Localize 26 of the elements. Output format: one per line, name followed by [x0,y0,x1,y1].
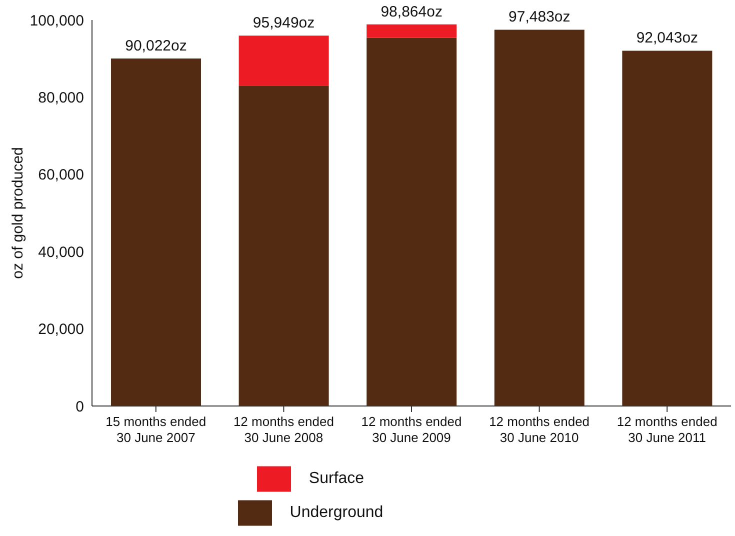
y-tick-label: 60,000 [38,166,84,184]
total-label: 97,483oz [508,8,570,26]
total-label: 95,949oz [252,14,315,32]
bar [622,50,712,406]
bar [238,86,329,406]
total-label: 92,043oz [636,30,698,47]
legend-label: Surface [308,470,364,488]
x-tick-label: 12 months ended 30 June 2011 [616,414,718,445]
x-tick-label: 12 months ended 30 June 2008 [233,414,334,445]
y-tick-label: 0 [76,398,84,416]
bar [366,38,457,406]
y-tick-label: 20,000 [38,321,84,338]
total-label: 98,864oz [380,3,442,20]
bar [238,36,329,86]
bar [494,30,584,406]
y-axis-title: oz of gold produced [9,147,26,279]
x-tick-label: 12 months ended 30 June 2010 [489,414,590,445]
bar [366,24,457,38]
y-tick-label: 100,000 [30,12,84,30]
total-label: 90,022oz [125,38,187,55]
legend-label: Underground [290,504,384,522]
bar [111,58,201,406]
y-tick-label: 80,000 [38,90,84,107]
y-tick-label: 40,000 [38,244,84,261]
x-tick-label: 15 months ended 30 June 2007 [106,414,206,445]
x-tick-label: 12 months ended 30 June 2009 [361,414,462,445]
